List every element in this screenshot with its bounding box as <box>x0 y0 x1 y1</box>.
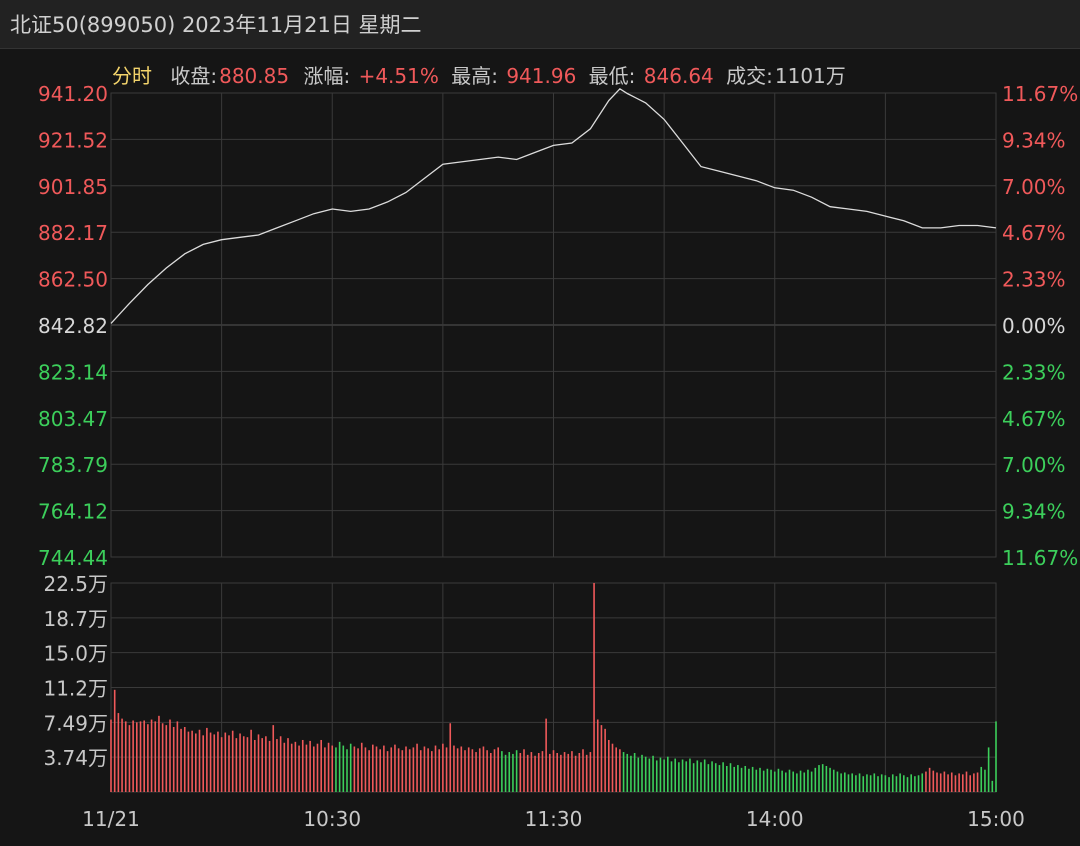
price-tick-label: 941.20 <box>38 82 108 106</box>
price-line <box>110 87 997 324</box>
mode-tab-intraday[interactable]: 分时 <box>112 64 152 88</box>
title-bar: 北证50(899050) 2023年11月21日 星期二 <box>0 0 1080 49</box>
volume-tick-label: 3.74万 <box>43 746 108 770</box>
pct-tick-label: 9.34% <box>1002 128 1066 152</box>
price-tick-label: 783.79 <box>38 453 108 477</box>
pct-tick-label: 7.00% <box>1002 175 1066 199</box>
high-value: 941.96 <box>506 64 577 88</box>
time-axis-label: 14:00 <box>746 807 804 831</box>
close-value: 880.85 <box>219 64 290 88</box>
price-tick-label: 882.17 <box>38 221 108 245</box>
time-axis-label: 15:00 <box>967 807 1025 831</box>
price-tick-label: 901.85 <box>38 175 108 199</box>
quote-info-bar: 分时 收盘: 880.85 涨幅: +4.51% 最高: 941.96 最低: 8… <box>112 60 848 89</box>
price-tick-label: 803.47 <box>38 407 108 431</box>
volume-tick-label: 11.2万 <box>43 677 108 701</box>
pct-tick-label: 11.67% <box>1002 82 1078 106</box>
page-title: 北证50(899050) 2023年11月21日 星期二 <box>10 13 422 37</box>
time-axis-label: 11/21 <box>82 807 140 831</box>
volume-tick-label: 18.7万 <box>43 607 108 631</box>
volume-tick-label: 7.49万 <box>43 711 108 735</box>
volume-tick-label: 22.5万 <box>43 572 108 596</box>
pct-tick-label: 2.33% <box>1002 268 1066 292</box>
price-tick-label: 744.44 <box>38 546 108 570</box>
high-label: 最高: <box>451 64 498 88</box>
low-value: 846.64 <box>643 64 714 88</box>
low-label: 最低: <box>588 64 636 88</box>
pct-tick-label: 4.67% <box>1002 221 1066 245</box>
chart-grid <box>110 92 997 793</box>
price-tick-label: 842.82 <box>38 314 108 338</box>
pct-tick-label: 7.00% <box>1002 453 1066 477</box>
volume-tick-label: 15.0万 <box>43 642 108 666</box>
pct-tick-label: 0.00% <box>1002 314 1066 338</box>
time-axis-label: 10:30 <box>303 807 361 831</box>
time-axis-label: 11:30 <box>525 807 583 831</box>
volume-label: 成交: <box>726 64 773 88</box>
pct-tick-label: 4.67% <box>1002 407 1066 431</box>
volume-value: 1101万 <box>774 64 846 88</box>
pct-tick-label: 11.67% <box>1002 546 1078 570</box>
close-label: 收盘: <box>170 64 218 88</box>
volume-bars <box>110 583 997 792</box>
pct-tick-label: 9.34% <box>1002 500 1066 524</box>
price-tick-label: 823.14 <box>38 360 108 384</box>
change-value: +4.51% <box>358 64 439 88</box>
change-label: 涨幅: <box>303 64 351 88</box>
price-tick-label: 921.52 <box>38 128 108 152</box>
price-tick-label: 764.12 <box>38 500 108 524</box>
price-tick-label: 862.50 <box>38 268 108 292</box>
chart-axes: 941.20 11.67% 921.52 9.34% 901.85 7.00% 882.17… <box>38 82 1078 831</box>
pct-tick-label: 2.33% <box>1002 360 1066 384</box>
